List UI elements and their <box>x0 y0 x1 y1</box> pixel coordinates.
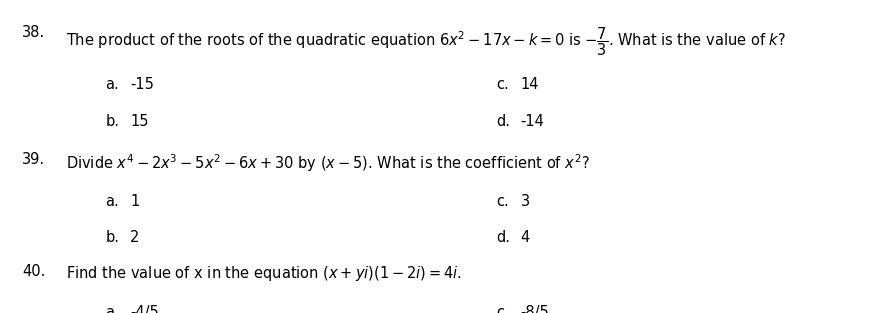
Text: 40.: 40. <box>22 264 46 280</box>
Text: d.: d. <box>496 230 510 245</box>
Text: -15: -15 <box>130 77 153 92</box>
Text: 38.: 38. <box>22 25 45 40</box>
Text: The product of the roots of the quadratic equation $6x^2 - 17x - k = 0$ is $-\df: The product of the roots of the quadrati… <box>66 25 785 58</box>
Text: -4/5: -4/5 <box>130 305 159 313</box>
Text: Find the value of x in the equation $(x + yi)(1 - 2i) = 4i$.: Find the value of x in the equation $(x … <box>66 264 461 284</box>
Text: a.: a. <box>105 194 119 209</box>
Text: 4: 4 <box>520 230 530 245</box>
Text: d.: d. <box>496 114 510 129</box>
Text: c.: c. <box>496 194 509 209</box>
Text: -14: -14 <box>520 114 544 129</box>
Text: c.: c. <box>496 305 509 313</box>
Text: a.: a. <box>105 77 119 92</box>
Text: -8/5: -8/5 <box>520 305 549 313</box>
Text: a.: a. <box>105 305 119 313</box>
Text: 14: 14 <box>520 77 538 92</box>
Text: 39.: 39. <box>22 152 45 167</box>
Text: b.: b. <box>105 230 119 245</box>
Text: 15: 15 <box>130 114 148 129</box>
Text: 1: 1 <box>130 194 139 209</box>
Text: b.: b. <box>105 114 119 129</box>
Text: 3: 3 <box>520 194 529 209</box>
Text: Divide $x^4 - 2x^3 - 5x^2 - 6x + 30$ by $(x - 5)$. What is the coefficient of $x: Divide $x^4 - 2x^3 - 5x^2 - 6x + 30$ by … <box>66 152 589 173</box>
Text: 2: 2 <box>130 230 139 245</box>
Text: c.: c. <box>496 77 509 92</box>
